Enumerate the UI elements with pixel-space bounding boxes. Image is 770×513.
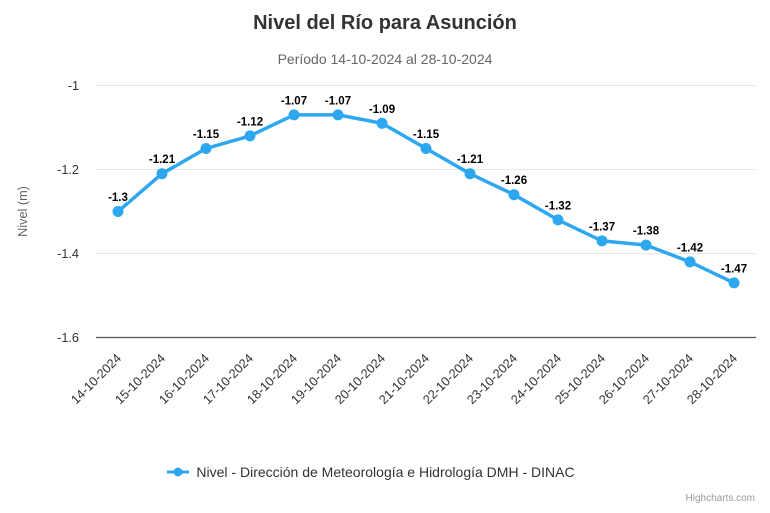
y-axis-title: Nivel (m) bbox=[16, 186, 30, 237]
data-point-label: -1.21 bbox=[149, 154, 176, 166]
data-point-label: -1.42 bbox=[677, 242, 703, 254]
data-point-label: -1.21 bbox=[457, 154, 484, 166]
y-tick-label: -1.4 bbox=[57, 247, 79, 261]
data-point[interactable] bbox=[728, 277, 740, 289]
data-point[interactable] bbox=[552, 214, 564, 226]
data-point[interactable] bbox=[508, 189, 520, 201]
data-point[interactable] bbox=[288, 109, 300, 121]
data-point[interactable] bbox=[332, 109, 344, 121]
data-point-label: -1.07 bbox=[281, 95, 307, 107]
data-point[interactable] bbox=[640, 239, 652, 251]
data-point-label: -1.47 bbox=[721, 263, 747, 275]
data-point[interactable] bbox=[464, 168, 476, 180]
chart-subtitle: Período 14-10-2024 al 28-10-2024 bbox=[277, 51, 493, 67]
data-point-label: -1.07 bbox=[325, 95, 351, 107]
data-point[interactable] bbox=[420, 143, 432, 154]
data-point-label: -1.15 bbox=[193, 129, 220, 141]
data-point[interactable] bbox=[200, 143, 212, 154]
data-point[interactable] bbox=[376, 117, 388, 129]
data-point[interactable] bbox=[244, 130, 256, 142]
data-point-label: -1.09 bbox=[369, 104, 395, 116]
data-point-label: -1.15 bbox=[413, 129, 440, 141]
data-point-label: -1.37 bbox=[589, 221, 615, 233]
data-point-label: -1.26 bbox=[501, 175, 527, 187]
chart-title: Nivel del Río para Asunción bbox=[253, 12, 517, 34]
legend-series-marker-icon bbox=[167, 467, 190, 477]
data-point-label: -1.3 bbox=[108, 192, 128, 204]
legend-series-label: Nivel - Dirección de Meteorología e Hidr… bbox=[196, 464, 575, 480]
data-point[interactable] bbox=[596, 235, 608, 247]
data-point-label: -1.38 bbox=[633, 226, 660, 238]
data-point-label: -1.32 bbox=[545, 200, 571, 212]
y-tick-label: -1.6 bbox=[57, 331, 79, 345]
y-tick-label: -1.2 bbox=[57, 163, 79, 177]
y-tick-label: -1 bbox=[68, 79, 79, 93]
data-point[interactable] bbox=[112, 206, 124, 217]
data-point[interactable] bbox=[684, 256, 696, 268]
data-point-label: -1.12 bbox=[237, 116, 263, 128]
highcharts-credits-link[interactable]: Highcharts.com bbox=[685, 493, 755, 504]
legend: Nivel - Dirección de Meteorología e Hidr… bbox=[0, 464, 756, 480]
data-point[interactable] bbox=[156, 168, 168, 180]
legend-item-nivel[interactable]: Nivel - Dirección de Meteorología e Hidr… bbox=[167, 464, 575, 480]
